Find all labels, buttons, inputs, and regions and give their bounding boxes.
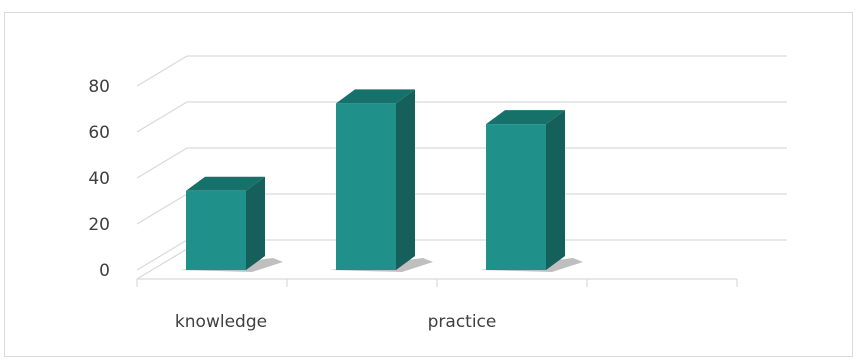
y-axis-ticks: 0 20 40 60 80 bbox=[88, 77, 110, 281]
y-tick-label: 20 bbox=[88, 215, 110, 235]
y-tick-label: 60 bbox=[88, 123, 110, 143]
bar-top bbox=[186, 176, 265, 191]
bar-1 bbox=[180, 176, 283, 272]
grid-line-side bbox=[136, 101, 188, 133]
grid-line-side bbox=[136, 147, 188, 179]
bar-top bbox=[486, 110, 565, 125]
x-category-label: practice bbox=[428, 312, 497, 332]
x-category-label: knowledge bbox=[175, 312, 267, 332]
grid-line-side bbox=[136, 55, 188, 87]
bar-2 bbox=[330, 89, 433, 272]
y-tick-label: 80 bbox=[88, 77, 110, 97]
bar-side bbox=[396, 89, 415, 271]
bar-front bbox=[486, 124, 546, 270]
grid-line-side bbox=[136, 239, 188, 271]
bars bbox=[180, 89, 583, 272]
bar-front bbox=[336, 103, 396, 271]
bar-front bbox=[186, 190, 246, 270]
floor-side-edge bbox=[136, 248, 188, 280]
bar-top bbox=[336, 89, 415, 104]
y-tick-label: 0 bbox=[99, 261, 110, 281]
chart-frame bbox=[4, 12, 853, 357]
grid-line-side bbox=[136, 193, 188, 225]
bar-side bbox=[246, 176, 265, 270]
x-axis-labels: knowledge practice bbox=[175, 312, 496, 332]
bar-3 bbox=[480, 110, 583, 272]
y-tick-label: 40 bbox=[88, 169, 110, 189]
bar-side bbox=[546, 110, 565, 270]
axes bbox=[136, 248, 738, 287]
